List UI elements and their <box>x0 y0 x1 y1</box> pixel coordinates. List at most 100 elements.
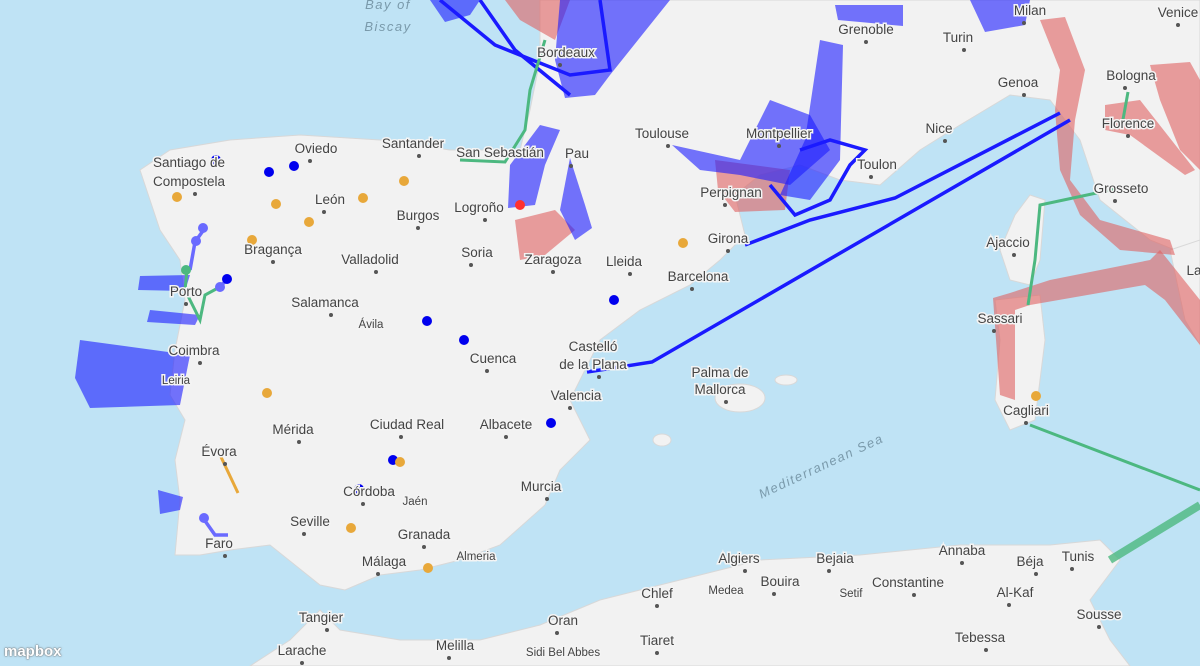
blue-point[interactable] <box>191 236 201 246</box>
city-dot <box>869 175 873 179</box>
orange-point[interactable] <box>678 238 688 248</box>
orange-point[interactable] <box>304 217 314 227</box>
orange-point[interactable] <box>423 563 433 573</box>
blue-point[interactable] <box>264 167 274 177</box>
city-dot <box>1097 625 1101 629</box>
blue-zone <box>672 100 830 185</box>
sea-label: Bay of <box>365 0 411 12</box>
blue-route <box>744 111 1061 247</box>
city-label: Florence <box>1102 116 1155 131</box>
red-zone <box>1150 62 1200 170</box>
orange-point[interactable] <box>395 457 405 467</box>
city-label: Annaba <box>939 543 986 558</box>
blue-point[interactable] <box>211 155 221 165</box>
blue-point[interactable] <box>222 274 232 284</box>
city-label: Oviedo <box>295 141 338 156</box>
orange-point[interactable] <box>399 176 409 186</box>
blue-point[interactable] <box>199 513 209 523</box>
city-label: Seville <box>290 514 330 529</box>
city-label: Bologna <box>1106 68 1156 83</box>
orange-point[interactable] <box>358 193 368 203</box>
green-route <box>183 269 219 325</box>
city-label: Venice <box>1158 5 1199 20</box>
city-dot <box>422 545 426 549</box>
island-menorca <box>774 374 798 386</box>
point-markers <box>172 155 1041 573</box>
city-label: Cuenca <box>470 351 517 366</box>
city-dot <box>724 400 728 404</box>
city-dot <box>184 302 188 306</box>
city-dot <box>1007 603 1011 607</box>
city-label: La <box>1186 263 1200 278</box>
blue-point[interactable] <box>459 335 469 345</box>
orange-point[interactable] <box>247 235 257 245</box>
blue-point[interactable] <box>289 161 299 171</box>
city-label: Córdoba <box>343 484 395 499</box>
city-label: Nice <box>925 121 952 136</box>
blue-point[interactable] <box>609 295 619 305</box>
island-mallorca <box>714 383 766 413</box>
city-label: Ciudad Real <box>370 417 444 432</box>
orange-point[interactable] <box>1031 391 1041 401</box>
blue-route <box>438 0 612 77</box>
red-zone <box>1040 17 1175 255</box>
blue-point[interactable] <box>215 282 225 292</box>
city-label: Chlef <box>641 586 673 601</box>
city-label: Ávila <box>359 318 385 331</box>
city-dot <box>827 569 831 573</box>
city-labels: Bordeaux Grenoble Turin Milan Venice Genoa Bol… <box>151 0 1200 665</box>
city-label: Santiago de <box>153 155 225 170</box>
city-dot <box>325 628 329 632</box>
city-label: Tiaret <box>640 633 674 648</box>
city-label: Soria <box>461 245 493 260</box>
city-dot <box>223 462 227 466</box>
city-label: Constantine <box>872 575 944 590</box>
green-route <box>1029 423 1200 492</box>
mapbox-logo[interactable]: mapbox <box>4 643 62 660</box>
city-dot <box>772 592 776 596</box>
city-label: Mallorca <box>694 382 746 397</box>
city-dot <box>628 272 632 276</box>
city-label: Oran <box>548 613 578 628</box>
blue-point[interactable] <box>354 484 364 494</box>
green-route <box>1026 186 1121 306</box>
red-zone <box>505 0 570 40</box>
red-point[interactable] <box>515 200 525 210</box>
city-dot <box>743 569 747 573</box>
city-dot <box>960 561 964 565</box>
city-dot <box>726 249 730 253</box>
city-dot <box>447 656 451 660</box>
city-dot <box>666 144 670 148</box>
city-dot <box>962 48 966 52</box>
city-dot <box>1022 21 1026 25</box>
city-dot <box>193 192 197 196</box>
blue-point[interactable] <box>198 223 208 233</box>
blue-zone <box>75 340 190 408</box>
blue-point[interactable] <box>546 418 556 428</box>
city-dot <box>1070 567 1074 571</box>
city-label: Montpellier <box>746 126 813 141</box>
orange-point[interactable] <box>271 199 281 209</box>
city-label: Porto <box>170 284 202 299</box>
orange-point[interactable] <box>262 388 272 398</box>
city-label: Faro <box>205 536 233 551</box>
city-dot <box>271 260 275 264</box>
blue-zone <box>147 310 200 325</box>
city-label: Palma de <box>691 365 748 380</box>
city-label: Bejaia <box>816 551 854 566</box>
orange-point[interactable] <box>172 192 182 202</box>
city-dot <box>545 497 549 501</box>
city-dot <box>555 631 559 635</box>
city-label: Tunis <box>1062 549 1095 564</box>
green-point[interactable] <box>181 265 191 275</box>
city-dot <box>1113 199 1117 203</box>
green-route <box>459 39 547 164</box>
city-label: Turin <box>943 30 973 45</box>
blue-point[interactable] <box>422 316 432 326</box>
orange-point[interactable] <box>346 523 356 533</box>
city-dot <box>297 440 301 444</box>
green-routes <box>183 39 1200 564</box>
city-label: Cagliari <box>1003 403 1049 418</box>
city-label: León <box>315 192 345 207</box>
